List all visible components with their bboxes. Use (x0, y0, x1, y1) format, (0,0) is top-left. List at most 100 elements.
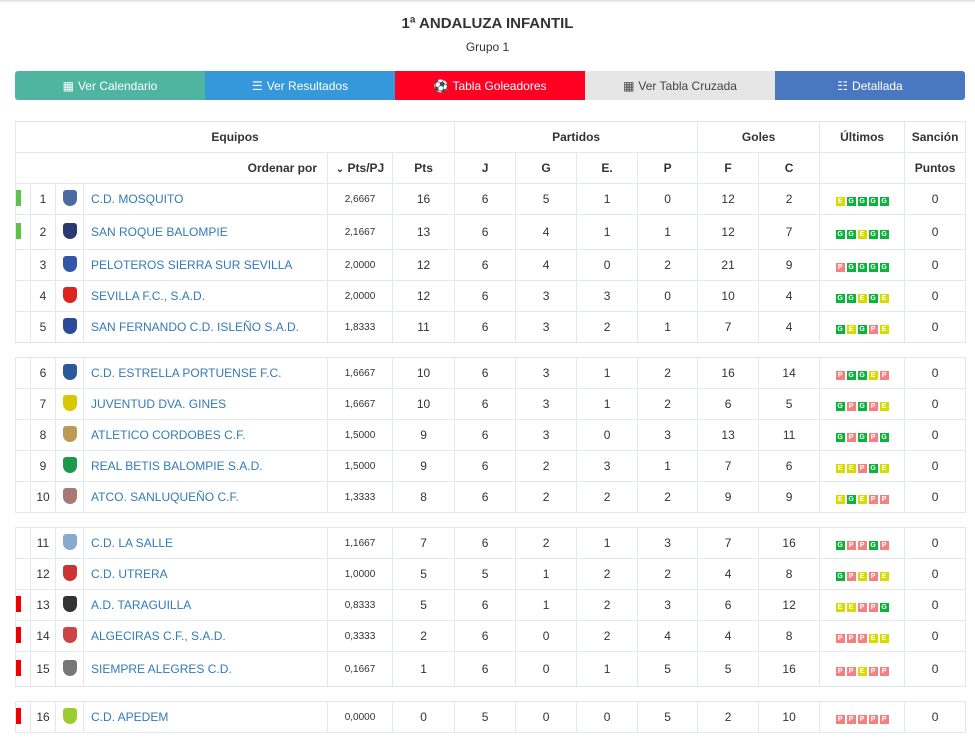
table-row[interactable]: 10 ATCO. SANLUQUEÑO C.F. 1,3333 8 6 2 2 2 9 9 E G E P… (15, 481, 967, 513)
cell-j: 6 (454, 419, 517, 451)
cell-sancion: 0 (904, 527, 967, 559)
table-row[interactable]: 1 C.D. MOSQUITO 2,6667 16 6 5 1 0 12 2 E G G G G 0 (15, 183, 967, 215)
cell-p: 2 (637, 249, 699, 281)
table-row[interactable]: 12 C.D. UTRERA 1,0000 5 5 1 2 2 4 8 G P E P E 0 (15, 558, 967, 590)
table-row[interactable]: 7 JUVENTUD DVA. GINES 1,6667 10 6 3 1 2 6 5 G P G P E 0 (15, 388, 967, 420)
cell-c: 9 (758, 481, 821, 513)
table-row[interactable]: 13 A.D. TARAGUILLA 0,8333 5 6 1 2 3 6 12 E E P P G 0 (15, 589, 967, 621)
cell-j: 6 (454, 589, 517, 621)
result-badge: G (857, 263, 867, 272)
sort-g[interactable]: G (515, 152, 578, 184)
table-row[interactable]: 3 PELOTEROS SIERRA SUR SEVILLA 2,0000 12 6 4 0… (15, 249, 967, 281)
button-detallada[interactable]: ☷ Detallada (775, 71, 965, 100)
result-badge: P (879, 541, 889, 550)
team-name-link[interactable]: SAN ROQUE BALOMPIE (83, 214, 328, 250)
result-badge: G (857, 402, 867, 411)
marker-cell (15, 527, 31, 559)
marker-cell (15, 620, 31, 652)
table-row[interactable]: 14 ALGECIRAS C.F., S.A.D. 0,3333 2 6 0 2 4 4 8 P P P… (15, 620, 967, 652)
cell-ptspj: 1,8333 (327, 311, 393, 343)
table-row[interactable]: 15 SIEMPRE ALEGRES C.D. 0,1667 1 6 0 1 5 5 16 P P E P… (15, 651, 967, 687)
sort-c[interactable]: C (758, 152, 821, 184)
team-name-link[interactable]: JUVENTUD DVA. GINES (83, 388, 328, 420)
cell-pos: 7 (30, 388, 56, 420)
sort-pts[interactable]: Pts (391, 152, 456, 184)
team-name-link[interactable]: REAL BETIS BALOMPIE S.A.D. (83, 450, 328, 482)
team-name-link[interactable]: SEVILLA F.C., S.A.D. (83, 280, 328, 312)
marker-cell (15, 388, 31, 420)
sort-e[interactable]: E. (576, 152, 639, 184)
cell-sancion: 0 (904, 450, 967, 482)
cell-c: 10 (758, 701, 821, 733)
button-ver-resultados[interactable]: ☰ Ver Resultados (205, 71, 395, 100)
team-name-link[interactable]: ATLETICO CORDOBES C.F. (83, 419, 328, 451)
cell-j: 5 (454, 558, 517, 590)
team-name-link[interactable]: C.D. ESTRELLA PORTUENSE F.C. (83, 357, 328, 389)
cell-g: 2 (515, 450, 578, 482)
team-crest-icon (62, 487, 77, 504)
cell-c: 16 (758, 651, 821, 687)
result-badge: P (868, 495, 878, 504)
table-row[interactable]: 8 ATLETICO CORDOBES C.F. 1,5000 9 6 3 0 3 13 11 G P… (15, 419, 967, 451)
cell-g: 3 (515, 419, 578, 451)
table-row[interactable]: 4 SEVILLA F.C., S.A.D. 2,0000 12 6 3 3 0 10 4 G G E G… (15, 280, 967, 312)
team-name-link[interactable]: C.D. MOSQUITO (83, 183, 328, 215)
sort-j[interactable]: J (454, 152, 517, 184)
cell-e: 1 (576, 183, 639, 215)
cell-p: 5 (637, 651, 699, 687)
cell-e: 2 (576, 558, 639, 590)
cell-e: 2 (576, 620, 639, 652)
team-name-link[interactable]: C.D. LA SALLE (83, 527, 328, 559)
table-row[interactable]: 16 C.D. APEDEM 0,0000 0 5 0 0 5 2 10 P P P P P 0 (15, 701, 967, 733)
result-badge: E (868, 634, 878, 643)
cell-pts: 5 (391, 558, 456, 590)
team-name-link[interactable]: C.D. UTRERA (83, 558, 328, 590)
result-badge: P (835, 371, 845, 380)
team-name-link[interactable]: SIEMPRE ALEGRES C.D. (83, 651, 328, 687)
cell-pts: 10 (391, 388, 456, 420)
result-badge: E (879, 294, 889, 303)
team-name-link[interactable]: ALGECIRAS C.F., S.A.D. (83, 620, 328, 652)
sort-f[interactable]: F (697, 152, 760, 184)
table-row[interactable]: 11 C.D. LA SALLE 1,1667 7 6 2 1 3 7 16 G P P G P 0 (15, 527, 967, 559)
cell-g: 5 (515, 183, 578, 215)
table-row[interactable]: 2 SAN ROQUE BALOMPIE 2,1667 13 6 4 1 1 12 7 G G E G G 0 (15, 214, 967, 250)
team-name-link[interactable]: C.D. APEDEM (83, 701, 328, 733)
cell-pos: 8 (30, 419, 56, 451)
sort-ptspj[interactable]: ⌄ Pts/PJ (327, 152, 393, 184)
button-ver-tabla-cruzada[interactable]: ▦ Ver Tabla Cruzada (585, 71, 775, 100)
table-row[interactable]: 5 SAN FERNANDO C.D. ISLEÑO S.A.D. 1,8333 11… (15, 311, 967, 343)
result-badge: G (835, 433, 845, 442)
cell-c: 6 (758, 450, 821, 482)
team-name-link[interactable]: A.D. TARAGUILLA (83, 589, 328, 621)
cell-f: 7 (697, 311, 760, 343)
cell-f: 7 (697, 527, 760, 559)
team-crest-icon (62, 222, 77, 239)
cell-pos: 5 (30, 311, 56, 343)
sort-p[interactable]: P (637, 152, 699, 184)
cell-g: 3 (515, 357, 578, 389)
team-name-link[interactable]: SAN FERNANDO C.D. ISLEÑO S.A.D. (83, 311, 328, 343)
cell-e: 2 (576, 311, 639, 343)
table-row[interactable]: 6 C.D. ESTRELLA PORTUENSE F.C. 1,6667 10 6 3 1… (15, 357, 967, 389)
crest-cell (55, 620, 84, 652)
cell-g: 3 (515, 388, 578, 420)
result-badge: P (857, 715, 867, 724)
result-badge: E (846, 325, 856, 334)
result-badge: P (846, 715, 856, 724)
table-row[interactable]: 9 REAL BETIS BALOMPIE S.A.D. 1,5000 9 6 2 3 1 7 6… (15, 450, 967, 482)
cell-pos: 2 (30, 214, 56, 250)
cell-sancion: 0 (904, 183, 967, 215)
cell-p: 1 (637, 311, 699, 343)
button-tabla-goleadores[interactable]: ⚽ Tabla Goleadores (395, 71, 585, 100)
button-ver-calendario[interactable]: ▦ Ver Calendario (15, 71, 205, 100)
team-crest-icon (62, 595, 77, 612)
team-name-link[interactable]: ATCO. SANLUQUEÑO C.F. (83, 481, 328, 513)
result-badge: P (879, 495, 889, 504)
team-name-link[interactable]: PELOTEROS SIERRA SUR SEVILLA (83, 249, 328, 281)
cell-f: 13 (697, 419, 760, 451)
